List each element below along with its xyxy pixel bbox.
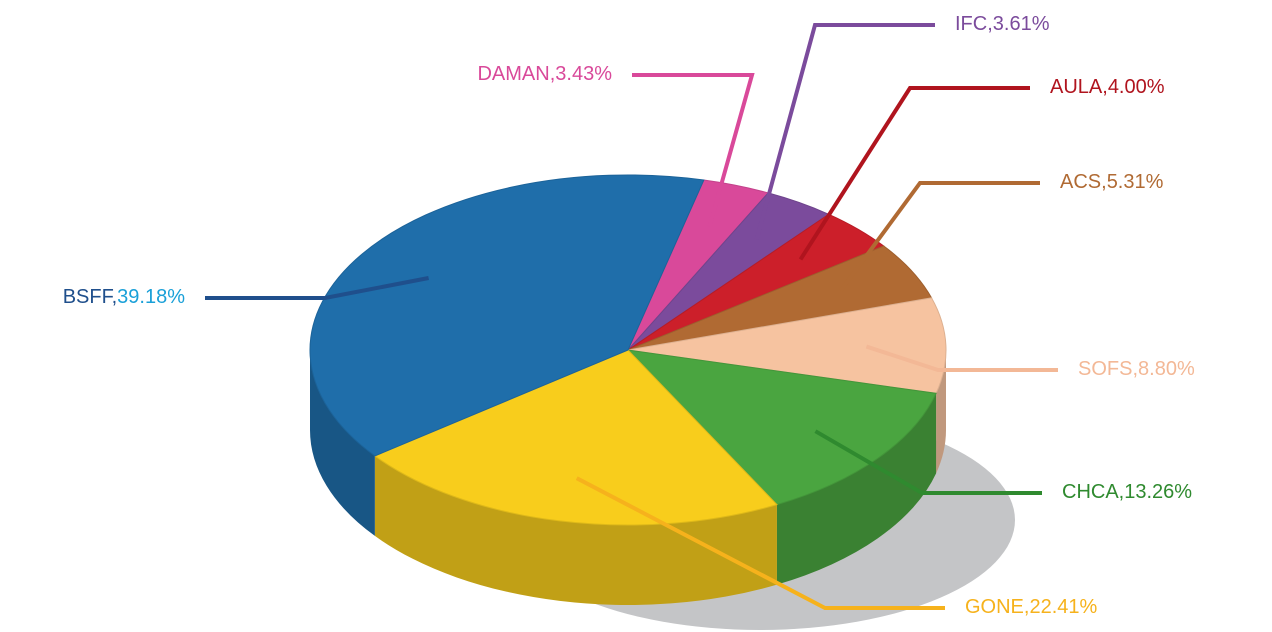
slice-label: ACS,5.31% — [1060, 171, 1164, 193]
label-separator: , — [1119, 481, 1125, 503]
leader-line — [754, 23, 935, 241]
slice-label: AULA,4.00% — [1050, 76, 1165, 98]
label-name: CHCA — [1062, 481, 1119, 503]
label-value: 3.43% — [555, 63, 612, 85]
label-value: 22.41% — [1029, 596, 1097, 618]
slice-label: DAMAN,3.43% — [477, 63, 612, 85]
leader-line — [575, 476, 945, 610]
label-separator: , — [1102, 76, 1108, 98]
slice — [309, 174, 705, 457]
label-separator: , — [112, 286, 118, 308]
label-value: 4.00% — [1108, 76, 1165, 98]
label-value: 13.26% — [1124, 481, 1192, 503]
label-name: GONE — [965, 596, 1024, 618]
slice-label: SOFS,8.80% — [1078, 358, 1195, 380]
label-value: 3.61% — [993, 13, 1050, 35]
label-separator: , — [987, 13, 993, 35]
label-separator: , — [550, 63, 556, 85]
label-name: BSFF — [63, 286, 114, 308]
label-value: 8.80% — [1138, 358, 1195, 380]
slice-label: GONE,22.41% — [965, 596, 1098, 618]
leader-line — [814, 429, 1042, 495]
label-value: 39.18% — [117, 286, 185, 308]
leader-line — [865, 344, 1058, 372]
label-name: AULA — [1050, 76, 1103, 98]
slice — [627, 297, 947, 394]
label-separator: , — [1132, 358, 1138, 380]
slice-side — [374, 455, 777, 605]
slice-side — [310, 350, 375, 536]
leader-line — [632, 73, 755, 228]
label-value: 5.31% — [1107, 171, 1164, 193]
label-separator: , — [1101, 171, 1107, 193]
label-name: ACS — [1060, 171, 1101, 193]
slice — [626, 349, 937, 506]
slice-side — [936, 350, 946, 474]
label-name: SOFS — [1078, 358, 1132, 380]
slice-label: BSFF,39.18% — [63, 286, 186, 308]
slice-side — [776, 393, 937, 585]
label-name: IFC — [955, 13, 987, 35]
label-separator: , — [1024, 596, 1030, 618]
leader-line — [205, 276, 429, 300]
slice-label: CHCA,13.26% — [1062, 481, 1192, 503]
slice-label: IFC,3.61% — [955, 13, 1050, 35]
slice — [373, 349, 778, 526]
label-name: DAMAN — [477, 63, 549, 85]
leader-line — [839, 181, 1040, 292]
leader-line — [798, 86, 1030, 261]
